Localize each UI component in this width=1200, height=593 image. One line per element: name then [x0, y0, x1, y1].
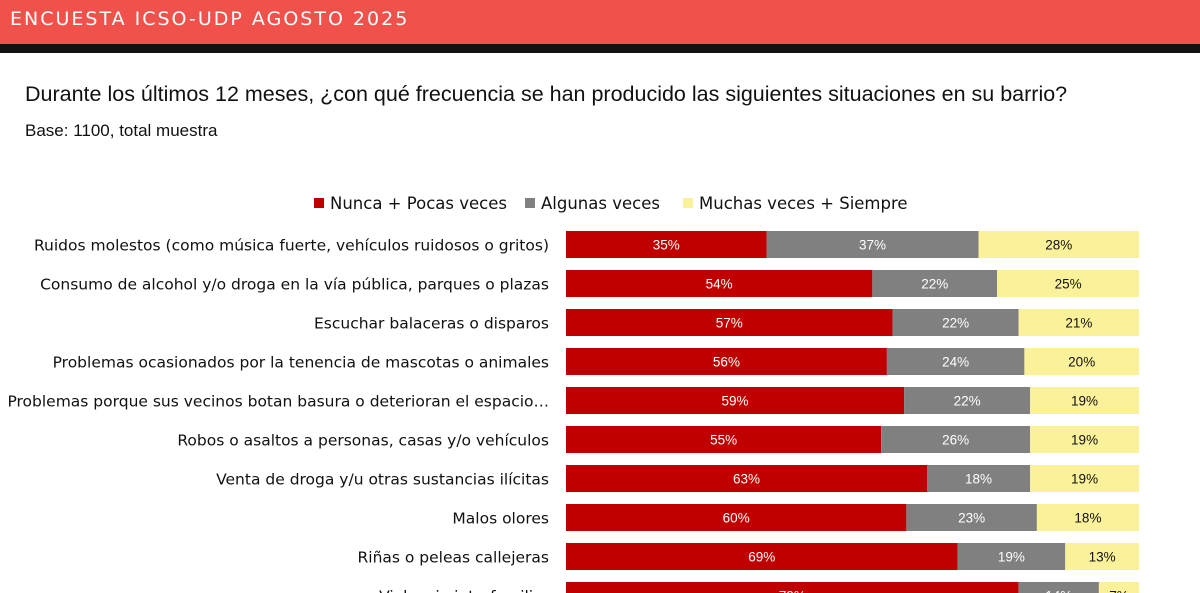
- bar-segment-algunas: [906, 504, 1037, 531]
- data-label-algunas: 18%: [965, 472, 992, 487]
- chart-title: Durante los últimos 12 meses, ¿con qué f…: [25, 82, 1068, 106]
- category-label: Problemas ocasionados por la tenencia de…: [53, 354, 549, 372]
- legend-swatch-muchas: [683, 198, 693, 208]
- bar-segment-muchas: [1024, 348, 1139, 375]
- bar-segment-nunca: [566, 387, 905, 414]
- legend-swatch-nunca: [314, 198, 324, 208]
- bar-segment-algunas: [1018, 582, 1099, 593]
- data-label-nunca: 63%: [733, 472, 760, 487]
- bar-segment-algunas: [881, 426, 1031, 453]
- data-label-nunca: 57%: [716, 316, 743, 331]
- bar-segment-algunas: [886, 348, 1025, 375]
- data-label-nunca: 55%: [710, 433, 737, 448]
- legend-item-muchas: Muchas veces + Siempre: [683, 194, 908, 213]
- data-label-nunca: 69%: [748, 550, 775, 565]
- category-label: Escuchar balaceras o disparos: [314, 315, 549, 333]
- bar-segment-nunca: [566, 231, 767, 258]
- data-label-nunca: 60%: [723, 511, 750, 526]
- category-label: Ruidos molestos (como música fuerte, veh…: [34, 237, 549, 255]
- bar-segment-algunas: [766, 231, 979, 258]
- data-label-algunas: 14%: [1045, 589, 1072, 593]
- bar-segment-nunca: [566, 582, 1019, 593]
- bar-segment-muchas: [1036, 504, 1139, 531]
- data-label-algunas: 22%: [921, 277, 948, 292]
- bar-segment-muchas: [1030, 465, 1139, 492]
- data-label-muchas: 19%: [1071, 472, 1098, 487]
- legend-label-muchas: Muchas veces + Siempre: [699, 194, 908, 213]
- bar-segment-muchas: [1065, 543, 1139, 570]
- data-label-muchas: 19%: [1071, 394, 1098, 409]
- legend-item-algunas: Algunas veces: [525, 194, 660, 213]
- data-label-nunca: 54%: [706, 277, 733, 292]
- bar-segment-nunca: [566, 348, 887, 375]
- data-label-algunas: 22%: [942, 316, 969, 331]
- bar-segment-nunca: [566, 465, 927, 492]
- category-label: Consumo de alcohol y/o droga en la vía p…: [40, 276, 549, 294]
- bar-segment-muchas: [978, 231, 1139, 258]
- data-label-muchas: 21%: [1065, 316, 1092, 331]
- data-label-muchas: 19%: [1071, 433, 1098, 448]
- data-label-muchas: 20%: [1068, 355, 1095, 370]
- bar-segment-muchas: [997, 270, 1139, 297]
- legend-swatch-algunas: [525, 198, 535, 208]
- category-label: Robos o asaltos a personas, casas y/o ve…: [177, 432, 549, 450]
- category-label: Riñas o peleas callejeras: [358, 549, 550, 567]
- category-label: Venta de droga y/u otras sustancias ilíc…: [216, 471, 549, 489]
- bar-segment-muchas: [1018, 309, 1139, 336]
- bar-segment-nunca: [566, 426, 882, 453]
- bar-segment-muchas: [1030, 426, 1139, 453]
- data-label-algunas: 23%: [958, 511, 985, 526]
- bar-segment-nunca: [566, 270, 873, 297]
- bar-segment-algunas: [926, 465, 1031, 492]
- legend-label-algunas: Algunas veces: [541, 194, 660, 213]
- data-label-algunas: 24%: [942, 355, 969, 370]
- bar-segment-algunas: [904, 387, 1031, 414]
- data-label-muchas: 13%: [1089, 550, 1116, 565]
- chart-legend: Nunca + Pocas veces Algunas veces Muchas…: [0, 194, 1200, 214]
- bar-segment-algunas: [957, 543, 1066, 570]
- legend-item-nunca: Nunca + Pocas veces: [314, 194, 507, 213]
- data-label-muchas: 28%: [1045, 238, 1072, 253]
- category-label: Violencia intrafamiliar: [379, 588, 550, 593]
- data-label-nunca: 59%: [722, 394, 749, 409]
- banner-divider: [0, 44, 1200, 53]
- data-label-algunas: 22%: [954, 394, 981, 409]
- bar-segment-nunca: [566, 504, 907, 531]
- category-label: Malos olores: [452, 510, 549, 528]
- bar-segment-algunas: [892, 309, 1019, 336]
- banner-title: ENCUESTA ICSO-UDP AGOSTO 2025: [10, 8, 410, 30]
- data-label-nunca: 35%: [653, 238, 680, 253]
- bar-segment-nunca: [566, 309, 893, 336]
- bar-segment-algunas: [872, 270, 998, 297]
- data-label-muchas: 18%: [1074, 511, 1101, 526]
- chart-subtitle: Base: 1100, total muestra: [25, 121, 218, 140]
- bar-segment-muchas: [1030, 387, 1139, 414]
- data-label-algunas: 37%: [859, 238, 886, 253]
- data-label-algunas: 26%: [942, 433, 969, 448]
- bar-segment-nunca: [566, 543, 958, 570]
- data-label-nunca: 79%: [779, 589, 806, 593]
- header-banner: ENCUESTA ICSO-UDP AGOSTO 2025: [0, 0, 1200, 44]
- stacked-bar-chart: Ruidos molestos (como música fuerte, veh…: [7, 231, 1139, 593]
- bar-segment-muchas: [1098, 582, 1139, 593]
- data-label-algunas: 19%: [998, 550, 1025, 565]
- data-label-nunca: 56%: [713, 355, 740, 370]
- legend-label-nunca: Nunca + Pocas veces: [330, 194, 507, 213]
- category-label: Problemas porque sus vecinos botan basur…: [7, 393, 549, 411]
- data-label-muchas: 25%: [1055, 277, 1082, 292]
- data-label-muchas: 7%: [1109, 589, 1129, 593]
